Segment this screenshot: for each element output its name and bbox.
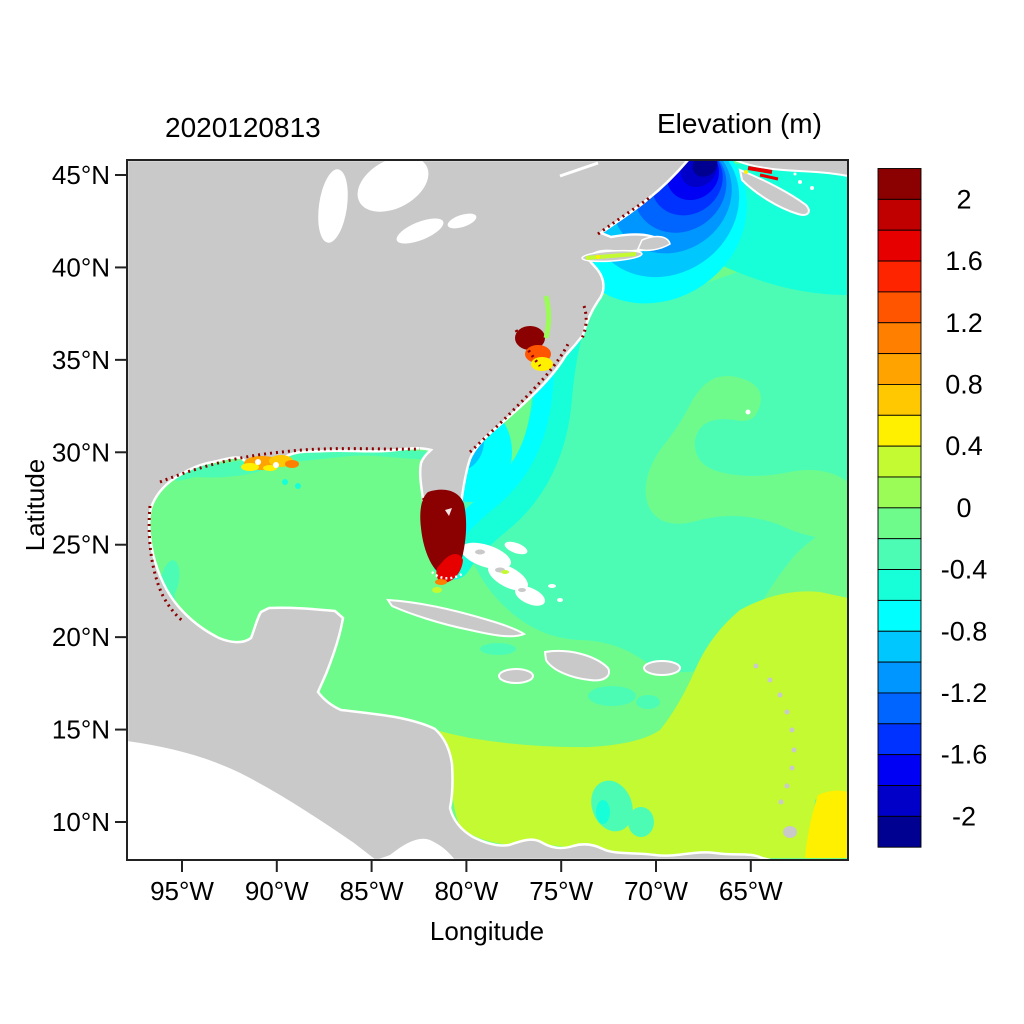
coastal-marsh-speckles xyxy=(147,194,653,624)
longitude-axis: 95°W 90°W 85°W 80°W 75°W 70°W 65°W xyxy=(150,860,783,906)
latitude-axis: 45°N 40°N 35°N 30°N 25°N 20°N 15°N 10°N xyxy=(52,160,127,837)
colorbar-tick-label: 0.8 xyxy=(945,369,983,399)
island-jamaica xyxy=(498,668,534,684)
colorbar-cell xyxy=(877,599,922,632)
region-north-gulf-nearshore xyxy=(174,447,428,481)
region-long-island-shore xyxy=(585,252,637,260)
colorbar xyxy=(877,168,922,848)
bahamas-banks xyxy=(461,541,563,606)
island-hispaniola xyxy=(543,650,610,682)
colorbar-cell xyxy=(877,815,922,848)
colorbar-cell xyxy=(877,785,922,817)
region-south-caribbean-yellowgreen xyxy=(395,591,848,858)
lon-tick-label: 65°W xyxy=(719,876,783,906)
cape-cod xyxy=(636,235,671,252)
colorbar-cell xyxy=(877,322,922,355)
great-lakes xyxy=(318,160,599,244)
lat-tick-label: 30°N xyxy=(52,437,110,467)
colorbar-tick-label: -1.6 xyxy=(941,740,988,770)
colorbar-cell xyxy=(877,229,922,262)
colorbar-cell xyxy=(877,476,922,509)
colorbar-cell xyxy=(877,692,922,725)
top-right-island-specks xyxy=(793,172,814,190)
colorbar-tick-label: -2 xyxy=(952,801,976,831)
colorbar-cell xyxy=(877,538,922,571)
y-axis-label: Latitude xyxy=(20,459,50,552)
colorbar-cell xyxy=(877,754,922,786)
region-se-corner-yellow xyxy=(805,790,848,858)
lon-tick-label: 90°W xyxy=(245,876,309,906)
lat-tick-label: 10°N xyxy=(52,807,110,837)
lat-tick-label: 25°N xyxy=(52,530,110,560)
colorbar-cell xyxy=(877,414,922,447)
land-top-right-strip xyxy=(734,160,848,178)
lat-tick-label: 40°N xyxy=(52,252,110,282)
lon-tick-label: 80°W xyxy=(434,876,498,906)
colorbar-tick-label: 1.2 xyxy=(945,308,983,338)
colorbar-tick-label: 2 xyxy=(956,184,971,214)
colorbar-tick-label: 0.4 xyxy=(945,431,983,461)
region-atlantic-band xyxy=(437,232,848,673)
region-louisiana-coastal-highs xyxy=(241,455,301,489)
lon-tick-label: 70°W xyxy=(624,876,688,906)
plot-title-datestamp: 2020120813 xyxy=(165,112,321,143)
lon-tick-label: 95°W xyxy=(150,876,214,906)
colorbar-cell xyxy=(877,723,922,756)
colorbar-tick-label: 1.6 xyxy=(945,246,983,276)
lat-tick-label: 45°N xyxy=(52,160,110,190)
region-pacific-wedge xyxy=(376,838,455,860)
region-pacific-outside-domain xyxy=(127,741,376,860)
plot-border xyxy=(126,159,849,861)
lon-tick-label: 85°W xyxy=(340,876,404,906)
x-axis-label: Longitude xyxy=(430,916,544,946)
lat-tick-label: 35°N xyxy=(52,345,110,375)
region-florida-everglades-high xyxy=(420,489,467,593)
colorbar-cell xyxy=(877,260,922,293)
colorbar-cell xyxy=(877,291,922,324)
colorbar-cell xyxy=(877,198,922,231)
colorbar-cell xyxy=(877,507,922,540)
lat-tick-label: 20°N xyxy=(52,622,110,652)
colorbar-title: Elevation (m) xyxy=(657,108,822,139)
lesser-antilles-arc xyxy=(753,663,797,838)
island-puerto-rico xyxy=(643,660,681,676)
lat-tick-label: 15°N xyxy=(52,715,110,745)
region-atlantic-green-hook xyxy=(645,376,848,540)
lon-tick-label: 75°W xyxy=(529,876,593,906)
colorbar-cell xyxy=(877,661,922,694)
colorbar-cell xyxy=(877,353,922,385)
island-bermuda xyxy=(745,409,751,415)
colorbar-tick-label: -0.8 xyxy=(941,616,988,646)
region-pamlico-sound-highs xyxy=(514,295,588,371)
colorbar-tick-label: -1.2 xyxy=(941,678,988,708)
colorbar-cell xyxy=(877,168,922,200)
map-area xyxy=(127,160,848,860)
land-nova-scotia xyxy=(738,168,810,216)
island-cuba xyxy=(386,598,527,638)
colorbar-cell xyxy=(877,630,922,663)
colorbar-cell xyxy=(877,445,922,478)
colorbar-labels: 2 1.6 1.2 0.8 0.4 0 -0.4 -0.8 -1.2 -1.6 -2 xyxy=(941,184,988,831)
region-caribbean-turquoise-patches xyxy=(480,643,660,837)
colorbar-tick-label: 0 xyxy=(956,493,971,523)
colorbar-cell xyxy=(877,569,922,601)
colorbar-tick-label: -0.4 xyxy=(941,555,988,585)
region-fundy-high-streaks xyxy=(744,166,779,181)
colorbar-cell xyxy=(877,384,922,416)
